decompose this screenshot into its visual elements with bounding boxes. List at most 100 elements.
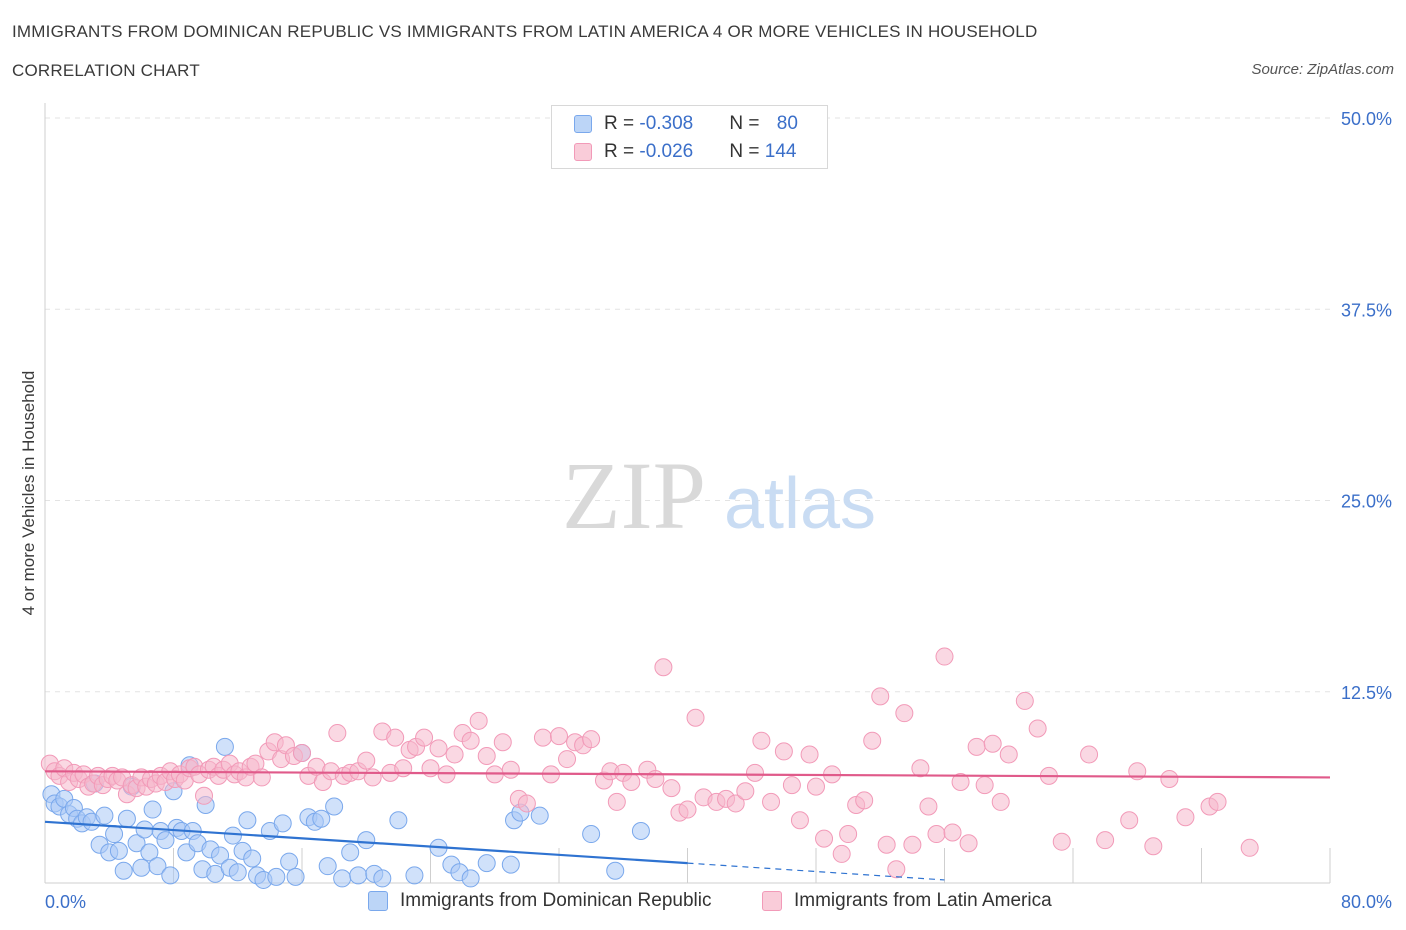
point-latin [1144,837,1163,856]
trend-extension-dominican [687,862,945,881]
point-latin [745,763,764,782]
point-dominican [325,797,344,816]
point-latin [832,844,851,863]
chart-title: IMMIGRANTS FROM DOMINICAN REPUBLIC VS IM… [12,22,1038,41]
point-latin [1096,831,1115,850]
point-latin [1208,792,1227,811]
point-latin [967,737,986,756]
bottom-legend-dominican: Immigrants from Dominican Republic [368,890,712,912]
point-dominican [109,841,128,860]
point-latin [558,750,577,769]
point-latin [807,777,825,796]
watermark-atlas: atlas [724,464,876,544]
point-dominican [530,806,549,825]
point-latin [1080,745,1099,764]
point-dominican [389,811,408,830]
point-dominican [127,834,146,853]
point-latin [293,743,311,762]
point-dominican [117,809,136,828]
point-latin [1120,811,1139,830]
point-dominican [273,814,292,833]
point-latin [975,776,994,795]
legend-row-dominican: R = -0.308 N = 80 [574,112,798,136]
point-latin [654,658,673,677]
point-latin [607,792,626,811]
point-dominican [631,821,650,840]
point-dominican [606,861,625,880]
point-dominican [349,866,368,885]
point-latin [726,794,745,813]
point-dominican [156,831,175,850]
point-dominican [161,866,180,885]
point-latin [774,742,793,761]
point-dominican [267,867,286,886]
point-dominican [501,855,520,874]
point-latin [363,768,382,787]
point-dominican [280,852,299,871]
point-latin [991,792,1010,811]
point-dominican [286,867,305,886]
point-latin [959,834,978,853]
trend-lines [44,770,1331,881]
point-latin [328,724,347,743]
watermark-zip: ZIP [562,442,706,549]
point-dominican [228,863,247,882]
point-latin [445,745,464,764]
point-latin [790,811,809,830]
point-latin [517,794,536,813]
point-dominican [143,800,162,819]
point-dominican [114,861,133,880]
point-dominican [357,831,376,850]
point-dominican [211,846,230,865]
point-dominican [333,869,352,888]
point-dominican [312,809,331,828]
point-latin [895,704,914,723]
point-latin [943,823,962,842]
point-dominican [318,857,337,876]
point-latin [903,835,922,854]
point-latin [662,779,681,798]
point-latin [1160,769,1179,788]
point-latin [357,751,376,770]
point-latin [855,791,874,810]
point-latin [782,776,801,795]
point-latin [927,825,946,844]
legend-row-latin: R = -0.026 N = 144 [574,140,796,164]
point-latin [1240,838,1259,857]
point-latin [877,835,896,854]
trend-line-dominican [44,820,688,865]
point-dominican [223,826,242,845]
legend-r-value: -0.308 [639,113,694,134]
point-dominican [140,843,159,862]
point-latin [839,825,858,844]
point-latin [415,728,434,747]
point-dominican [373,869,392,888]
legend-r-label: R = [604,141,640,162]
point-latin [800,745,819,764]
legend-swatch-pink [574,143,592,161]
point-latin [646,769,665,788]
point-latin [999,745,1018,764]
point-latin [461,731,480,750]
point-latin [951,773,970,792]
point-latin [1052,832,1071,851]
point-latin [1176,808,1195,827]
bottom-legend-label: Immigrants from Latin America [794,890,1052,911]
point-latin [686,708,705,727]
point-dominican [215,737,234,756]
point-dominican [477,854,496,873]
point-latin [533,728,552,747]
y-tick-label: 37.5% [1341,300,1392,320]
tick-labels: 12.5% 25.0% 37.5% 50.0% 0.0% 80.0% [45,109,1392,912]
x-tick-label-min: 0.0% [45,892,86,912]
stats-legend: R = -0.308 N = 80 R = -0.026 N = 144 [551,105,828,169]
y-tick-label: 25.0% [1341,492,1392,512]
point-dominican [405,866,424,885]
point-latin [935,647,954,666]
point-latin [678,800,697,819]
legend-r-label: R = [604,113,640,134]
watermark: ZIP atlas [562,442,876,549]
y-tick-label: 12.5% [1341,683,1392,703]
point-dominican [238,811,257,830]
